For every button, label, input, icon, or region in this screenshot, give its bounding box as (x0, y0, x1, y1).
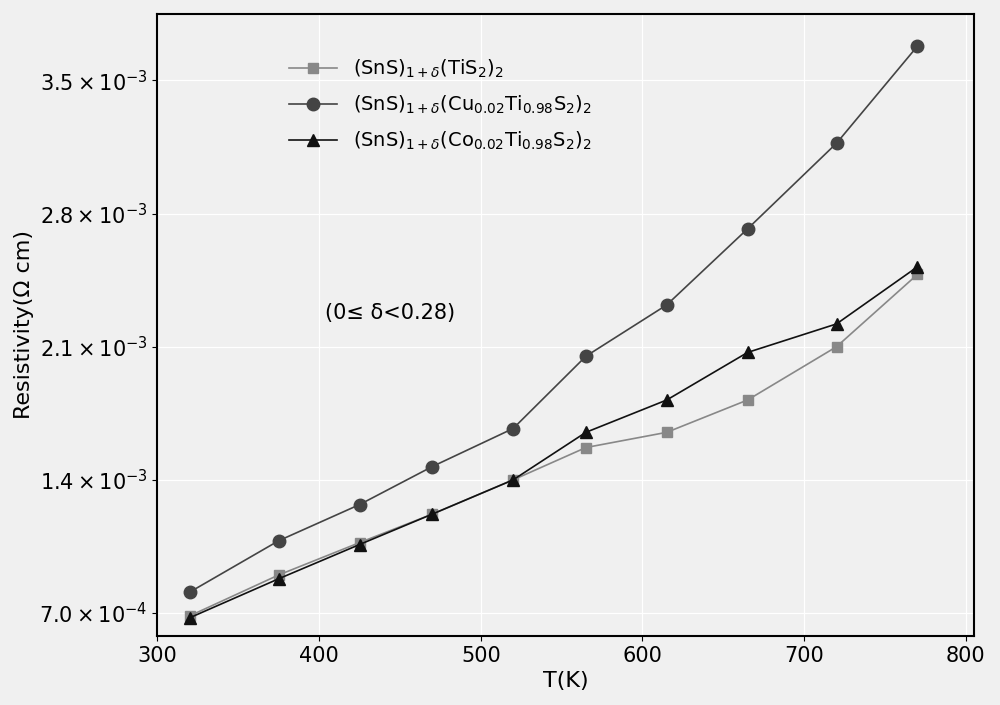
Legend: (SnS)$_{1+\delta}$(TiS$_2$)$_2$, (SnS)$_{1+\delta}$(Cu$_{0.02}$Ti$_{0.98}$S$_2$): (SnS)$_{1+\delta}$(TiS$_2$)$_2$, (SnS)$_… (273, 42, 607, 168)
(SnS)$_{1+\delta}$(TiS$_2$)$_2$ (661, 428, 673, 436)
X-axis label: T(K): T(K) (543, 671, 589, 691)
(SnS)$_{1+\delta}$(Cu$_{0.02}$Ti$_{0.98}$S$_2$)$_2$ (911, 42, 923, 51)
(SnS)$_{1+\delta}$(TiS$_2$)$_2$ (184, 612, 196, 620)
(SnS)$_{1+\delta}$(TiS$_2$)$_2$ (354, 539, 366, 547)
(SnS)$_{1+\delta}$(Co$_{0.02}$Ti$_{0.98}$S$_2$)$_2$ (742, 348, 754, 357)
(SnS)$_{1+\delta}$(TiS$_2$)$_2$ (580, 443, 592, 452)
(SnS)$_{1+\delta}$(TiS$_2$)$_2$ (831, 343, 843, 351)
(SnS)$_{1+\delta}$(Cu$_{0.02}$Ti$_{0.98}$S$_2$)$_2$ (184, 588, 196, 596)
(SnS)$_{1+\delta}$(Cu$_{0.02}$Ti$_{0.98}$S$_2$)$_2$ (831, 139, 843, 147)
(SnS)$_{1+\delta}$(Co$_{0.02}$Ti$_{0.98}$S$_2$)$_2$ (354, 540, 366, 548)
Line: (SnS)$_{1+\delta}$(TiS$_2$)$_2$: (SnS)$_{1+\delta}$(TiS$_2$)$_2$ (185, 269, 922, 620)
(SnS)$_{1+\delta}$(TiS$_2$)$_2$ (507, 476, 519, 484)
(SnS)$_{1+\delta}$(Co$_{0.02}$Ti$_{0.98}$S$_2$)$_2$ (911, 263, 923, 271)
(SnS)$_{1+\delta}$(Co$_{0.02}$Ti$_{0.98}$S$_2$)$_2$ (184, 613, 196, 622)
(SnS)$_{1+\delta}$(TiS$_2$)$_2$ (742, 396, 754, 404)
(SnS)$_{1+\delta}$(Co$_{0.02}$Ti$_{0.98}$S$_2$)$_2$ (507, 476, 519, 484)
(SnS)$_{1+\delta}$(Co$_{0.02}$Ti$_{0.98}$S$_2$)$_2$ (273, 575, 285, 583)
Y-axis label: Resistivity(Ω cm): Resistivity(Ω cm) (14, 231, 34, 419)
(SnS)$_{1+\delta}$(Cu$_{0.02}$Ti$_{0.98}$S$_2$)$_2$ (661, 300, 673, 309)
Text: (0≤ δ<0.28): (0≤ δ<0.28) (325, 303, 455, 323)
Line: (SnS)$_{1+\delta}$(Cu$_{0.02}$Ti$_{0.98}$S$_2$)$_2$: (SnS)$_{1+\delta}$(Cu$_{0.02}$Ti$_{0.98}… (184, 40, 924, 599)
(SnS)$_{1+\delta}$(Cu$_{0.02}$Ti$_{0.98}$S$_2$)$_2$ (354, 501, 366, 509)
(SnS)$_{1+\delta}$(TiS$_2$)$_2$ (426, 510, 438, 518)
(SnS)$_{1+\delta}$(TiS$_2$)$_2$ (911, 270, 923, 278)
(SnS)$_{1+\delta}$(Co$_{0.02}$Ti$_{0.98}$S$_2$)$_2$ (580, 428, 592, 436)
(SnS)$_{1+\delta}$(Cu$_{0.02}$Ti$_{0.98}$S$_2$)$_2$ (426, 462, 438, 471)
(SnS)$_{1+\delta}$(Cu$_{0.02}$Ti$_{0.98}$S$_2$)$_2$ (273, 537, 285, 545)
(SnS)$_{1+\delta}$(Co$_{0.02}$Ti$_{0.98}$S$_2$)$_2$ (426, 510, 438, 518)
(SnS)$_{1+\delta}$(Co$_{0.02}$Ti$_{0.98}$S$_2$)$_2$ (661, 396, 673, 404)
(SnS)$_{1+\delta}$(Co$_{0.02}$Ti$_{0.98}$S$_2$)$_2$ (831, 319, 843, 328)
(SnS)$_{1+\delta}$(Cu$_{0.02}$Ti$_{0.98}$S$_2$)$_2$ (507, 424, 519, 433)
(SnS)$_{1+\delta}$(Cu$_{0.02}$Ti$_{0.98}$S$_2$)$_2$ (580, 352, 592, 360)
(SnS)$_{1+\delta}$(TiS$_2$)$_2$ (273, 571, 285, 580)
Line: (SnS)$_{1+\delta}$(Co$_{0.02}$Ti$_{0.98}$S$_2$)$_2$: (SnS)$_{1+\delta}$(Co$_{0.02}$Ti$_{0.98}… (184, 261, 924, 624)
(SnS)$_{1+\delta}$(Cu$_{0.02}$Ti$_{0.98}$S$_2$)$_2$ (742, 225, 754, 233)
